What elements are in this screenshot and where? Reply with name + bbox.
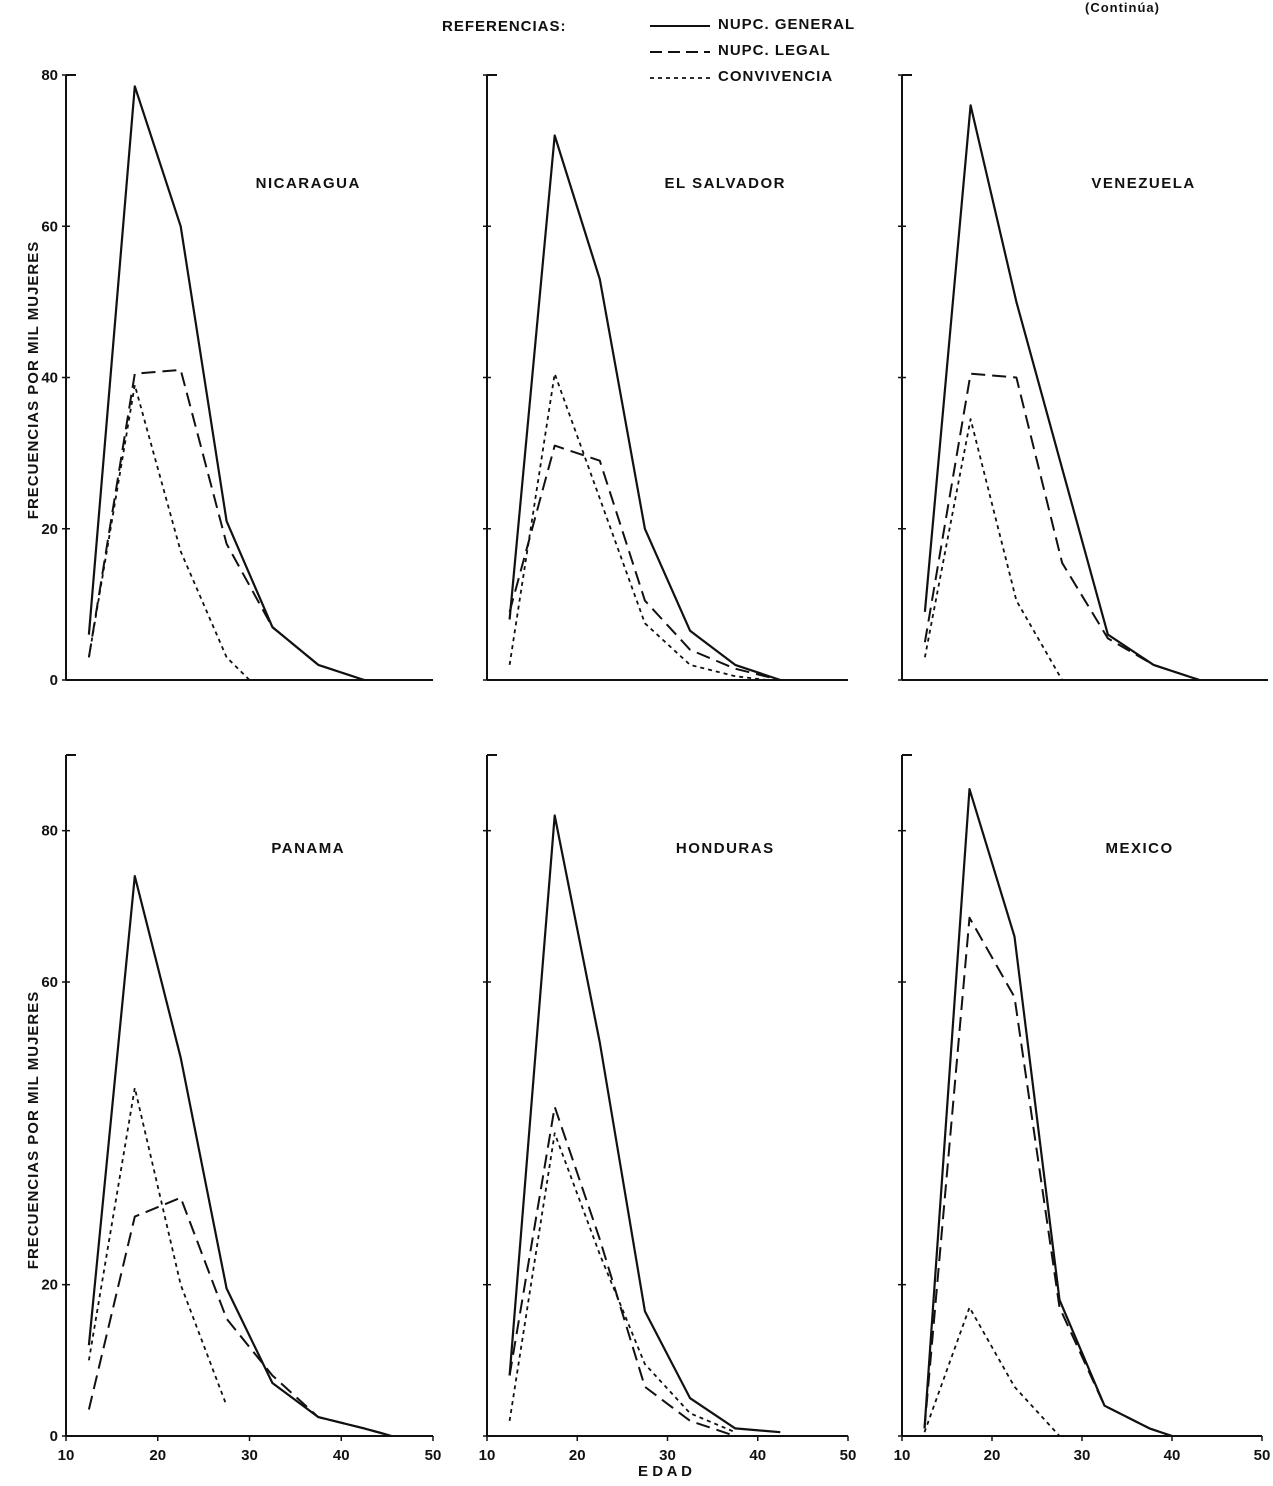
- venezuela-series-nupc-legal: [923, 372, 1200, 681]
- panama-ytick-label: 80: [41, 823, 58, 840]
- honduras-xtick-label: 10: [479, 1447, 496, 1464]
- mexico-series-nupc-legal: [923, 916, 1173, 1437]
- mexico-series-nupc-general: [923, 787, 1173, 1438]
- nicaragua-ytick-label: 40: [41, 370, 58, 387]
- nicaragua-title: NICARAGUA: [256, 175, 361, 192]
- el-salvador-series-nupc-legal: [508, 444, 781, 681]
- nicaragua-series-nupc-legal: [87, 368, 365, 681]
- honduras-title: HONDURAS: [676, 840, 775, 857]
- panama-ytick-label: 0: [50, 1428, 58, 1445]
- honduras-series-convivencia: [508, 1132, 736, 1434]
- honduras-xtick-label: 50: [840, 1447, 857, 1464]
- mexico-series-convivencia: [923, 1306, 1061, 1437]
- legend-dotted-swatch: [650, 76, 710, 79]
- mexico-xtick-label: 20: [984, 1447, 1001, 1464]
- panama-xtick-label: 20: [149, 1447, 166, 1464]
- legend-label-legal: NUPC. LEGAL: [718, 42, 831, 59]
- el-salvador-title: EL SALVADOR: [665, 175, 787, 192]
- mexico-title: MEXICO: [1106, 840, 1174, 857]
- mexico-xtick-label: 30: [1074, 1447, 1091, 1464]
- el-salvador-series-nupc-general: [508, 134, 781, 682]
- panama-ytick-label: 60: [41, 974, 58, 991]
- venezuela-title: VENEZUELA: [1091, 175, 1195, 192]
- panama-series-nupc-general: [87, 874, 392, 1438]
- panama-title: PANAMA: [271, 840, 345, 857]
- y-axis-label-bottom: FRECUENCIAS POR MIL MUJERES: [25, 991, 42, 1269]
- nicaragua-ytick-label: 60: [41, 218, 58, 235]
- legend-item-legal: NUPC. LEGAL: [650, 42, 831, 59]
- nicaragua-ytick-label: 20: [41, 521, 58, 538]
- mexico-xtick-label: 50: [1254, 1447, 1271, 1464]
- venezuela-series-convivencia: [924, 418, 1063, 681]
- x-axis-label: E D A D: [638, 1463, 692, 1480]
- nicaragua-series-nupc-general: [87, 85, 365, 682]
- honduras-xtick-label: 40: [749, 1447, 766, 1464]
- legend-dashed-swatch: [650, 50, 710, 53]
- panama-series-nupc-legal: [87, 1196, 392, 1437]
- panama-series-convivencia: [88, 1087, 228, 1407]
- mexico-xtick-label: 10: [894, 1447, 911, 1464]
- legend-item-convivencia: CONVIVENCIA: [650, 68, 833, 85]
- el-salvador-series-convivencia: [508, 372, 767, 681]
- legend-label-convivencia: CONVIVENCIA: [718, 68, 834, 85]
- continued-note: (Continúa): [1085, 0, 1160, 15]
- panama-xtick-label: 30: [241, 1447, 258, 1464]
- honduras-series-nupc-general: [508, 814, 781, 1434]
- nicaragua-series-convivencia: [88, 384, 251, 681]
- y-axis-label-top: FRECUENCIAS POR MIL MUJERES: [25, 241, 42, 519]
- nicaragua-ytick-label: 80: [41, 67, 58, 84]
- legend-label-general: NUPC. GENERAL: [718, 16, 856, 33]
- nicaragua-ytick-label: 0: [50, 672, 58, 689]
- panama-ytick-label: 20: [41, 1277, 58, 1294]
- legend-item-general: NUPC. GENERAL: [650, 16, 855, 33]
- panama-xtick-label: 40: [333, 1447, 350, 1464]
- honduras-xtick-label: 30: [659, 1447, 676, 1464]
- panama-xtick-label: 50: [425, 1447, 442, 1464]
- legend-solid-swatch: [650, 24, 710, 27]
- honduras-xtick-label: 20: [569, 1447, 586, 1464]
- venezuela-series-nupc-general: [923, 104, 1200, 682]
- panama-xtick-label: 10: [58, 1447, 75, 1464]
- honduras-series-nupc-legal: [508, 1105, 736, 1437]
- mexico-xtick-label: 40: [1164, 1447, 1181, 1464]
- legend-title: REFERENCIAS:: [442, 18, 567, 35]
